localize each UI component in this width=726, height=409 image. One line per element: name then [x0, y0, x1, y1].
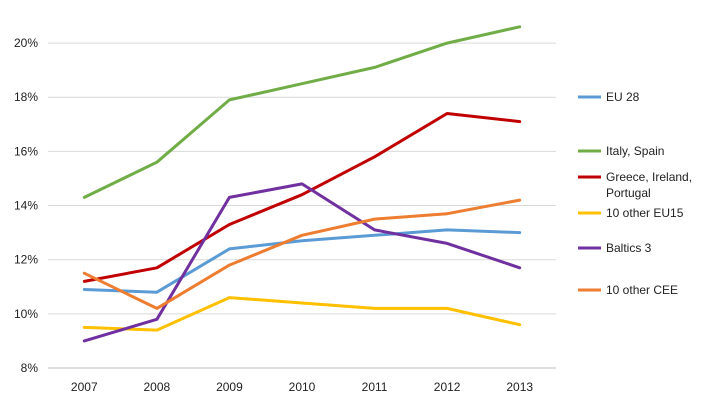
x-tick-label: 2010	[289, 380, 316, 394]
y-tick-label: 10%	[14, 307, 38, 321]
x-tick-label: 2007	[71, 380, 98, 394]
legend: EU 28 Italy, Spain Greece, Ireland, Portuga…	[578, 90, 692, 297]
series-line-4	[82, 296, 522, 332]
series-line-2	[82, 25, 522, 199]
y-tick-label: 8%	[21, 361, 39, 375]
y-tick-label: 16%	[14, 144, 38, 158]
y-tick-label: 20%	[14, 36, 38, 50]
legend-label: 10 other EU15	[606, 206, 684, 220]
x-axis-ticks: 2007 2008 2009 2010 2011 2012 2013	[71, 380, 533, 394]
series-line-5	[82, 182, 522, 343]
legend-label: Baltics 3	[606, 241, 652, 255]
x-tick-label: 2011	[362, 380, 388, 394]
series-line-6	[82, 198, 522, 310]
y-tick-label: 14%	[14, 199, 38, 213]
x-tick-label: 2013	[506, 380, 533, 394]
x-tick-label: 2012	[434, 380, 461, 394]
y-tick-label: 12%	[14, 253, 38, 267]
y-tick-label: 18%	[14, 90, 38, 104]
series-lines	[82, 25, 522, 343]
x-tick-label: 2009	[216, 380, 243, 394]
gridlines	[48, 42, 556, 369]
legend-label: EU 28	[606, 90, 640, 104]
series-line-1	[82, 228, 522, 294]
series-line-3	[82, 112, 522, 283]
legend-label: Greece, Ireland, Portugal	[606, 170, 692, 200]
y-axis-ticks: 8% 10% 12% 14% 16% 18% 20%	[14, 36, 38, 375]
x-tick-label: 2008	[144, 380, 171, 394]
legend-label: Italy, Spain	[606, 144, 664, 158]
legend-label: 10 other CEE	[606, 283, 678, 297]
